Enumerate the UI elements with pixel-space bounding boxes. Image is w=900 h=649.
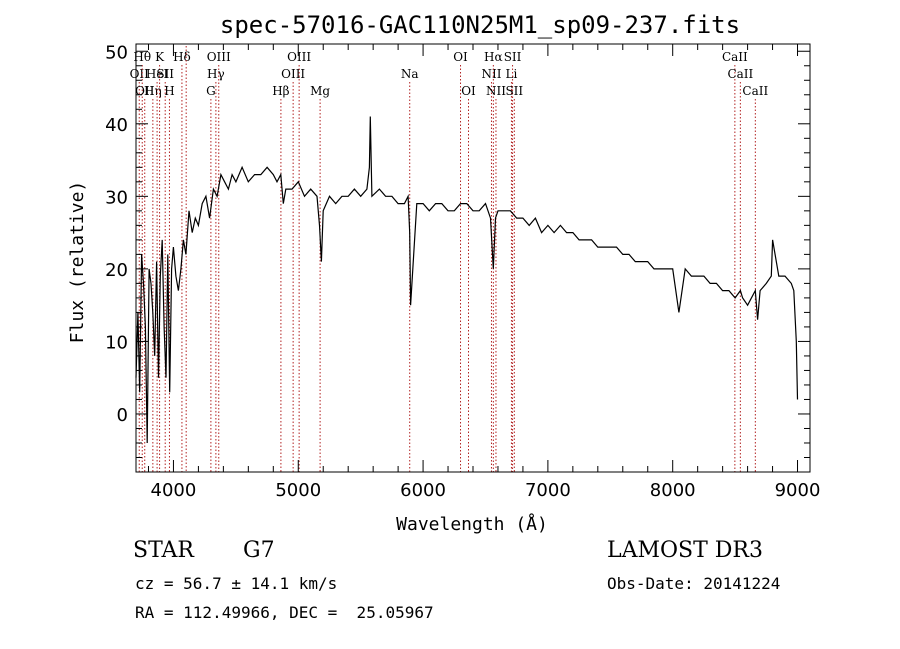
line-label: OII <box>130 67 150 81</box>
line-label: HeI <box>146 67 169 81</box>
x-tick-label: 5000 <box>275 480 321 501</box>
line-label: Hθ <box>133 50 151 64</box>
x-tick-label: 9000 <box>775 480 821 501</box>
line-label: SII <box>505 84 523 98</box>
line-label: H <box>164 84 174 98</box>
y-tick-label: 40 <box>105 115 128 136</box>
line-label: CaII <box>722 50 748 64</box>
plot-frame <box>135 43 811 473</box>
x-tick-label: 7000 <box>525 480 571 501</box>
y-tick-label: 0 <box>117 405 128 426</box>
y-tick-label: 30 <box>105 187 128 208</box>
line-label: Hγ <box>207 67 225 81</box>
y-tick-label: 10 <box>105 332 128 353</box>
line-label: NII <box>481 67 501 81</box>
line-label: Hη <box>144 84 162 98</box>
line-label: G <box>206 84 216 98</box>
emission-line-markers: OIIHθOIIHηHeIKSIIHHδGHγOIIIHβOIIIOIIIMgN… <box>130 46 768 472</box>
y-tick-label: 20 <box>105 260 128 281</box>
line-label: SII <box>156 67 174 81</box>
spectrum-series-line <box>135 116 799 444</box>
line-label: OIII <box>281 67 305 81</box>
line-label: NII <box>486 84 506 98</box>
line-label: Hβ <box>272 84 289 98</box>
line-label: Mg <box>310 84 330 98</box>
spectrum-chart: spec-57016-GAC110N25M1_sp09-237.fits OII… <box>67 11 820 535</box>
line-label: OI <box>461 84 476 98</box>
line-label: K <box>155 50 165 64</box>
x-tick-label: 6000 <box>400 480 446 501</box>
line-label: Li <box>506 67 518 81</box>
chart-title: spec-57016-GAC110N25M1_sp09-237.fits <box>220 11 740 39</box>
line-label: CaII <box>742 84 768 98</box>
object-subclass: G7 <box>243 538 275 563</box>
line-label: OIII <box>287 50 311 64</box>
x-axis-label: Wavelength (Å) <box>396 513 548 535</box>
survey-name: LAMOST DR3 <box>607 538 763 563</box>
x-tick-label: 8000 <box>650 480 696 501</box>
line-label: OIII <box>207 50 231 64</box>
line-label: Na <box>401 67 419 81</box>
axis-ticks: 4000 5000 6000 7000 8000 9000 0 10 20 30 40 50 <box>105 42 820 501</box>
line-label: Hα <box>484 50 503 64</box>
observation-date: Obs-Date: 20141224 <box>607 574 781 593</box>
line-label: OI <box>453 50 468 64</box>
y-tick-label: 50 <box>105 42 128 63</box>
redshift-velocity: cz = 56.7 ± 14.1 km/s <box>135 574 338 593</box>
coordinates: RA = 112.49966, DEC = 25.05967 <box>135 603 434 622</box>
y-axis-label: Flux (relative) <box>67 181 88 344</box>
object-class: STAR <box>133 538 194 563</box>
line-label: SII <box>504 50 522 64</box>
line-label: Hδ <box>173 50 191 64</box>
x-tick-label: 4000 <box>151 480 197 501</box>
line-label: CaII <box>727 67 753 81</box>
